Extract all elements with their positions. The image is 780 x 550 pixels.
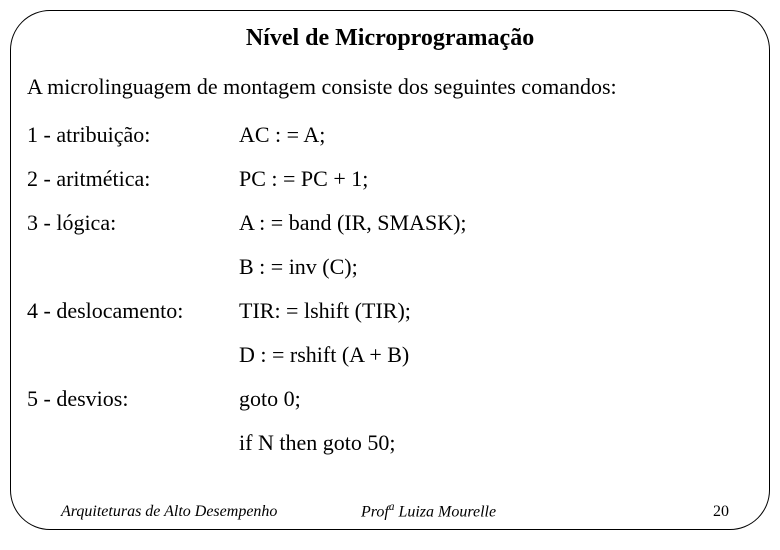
footer-mid-prefix: Prof <box>361 503 389 520</box>
footer-left: Arquiteturas de Alto Desempenho <box>55 503 283 521</box>
cmd-label: 1 - atribuição: <box>27 122 239 166</box>
table-row: 5 - desvios: goto 0; <box>27 386 747 430</box>
cmd-label: 5 - desvios: <box>27 386 239 430</box>
table-row: B : = inv (C); <box>27 254 747 298</box>
page-number: 20 <box>707 503 735 521</box>
cmd-value: B : = inv (C); <box>239 254 747 298</box>
cmd-value: A : = band (IR, SMASK); <box>239 210 747 254</box>
slide-frame: Nível de Microprogramação A microlinguag… <box>10 10 770 530</box>
table-row: if N then goto 50; <box>27 430 747 474</box>
cmd-label: 4 - deslocamento: <box>27 298 239 342</box>
cmd-value: D : = rshift (A + B) <box>239 342 747 386</box>
table-row: D : = rshift (A + B) <box>27 342 747 386</box>
table-row: 1 - atribuição: AC : = A; <box>27 122 747 166</box>
cmd-label <box>27 342 239 386</box>
cmd-label <box>27 430 239 474</box>
cmd-value: TIR: = lshift (TIR); <box>239 298 747 342</box>
cmd-value: goto 0; <box>239 386 747 430</box>
cmd-value: AC : = A; <box>239 122 747 166</box>
cmd-label: 2 - aritmética: <box>27 166 239 210</box>
cmd-value: if N then goto 50; <box>239 430 747 474</box>
footer-mid: Profa Luiza Mourelle <box>355 501 502 521</box>
slide-subtitle: A microlinguagem de montagem consiste do… <box>11 52 769 100</box>
commands-table: 1 - atribuição: AC : = A; 2 - aritmética… <box>27 122 747 474</box>
cmd-label <box>27 254 239 298</box>
slide-title: Nível de Microprogramação <box>11 11 769 52</box>
table-row: 2 - aritmética: PC : = PC + 1; <box>27 166 747 210</box>
table-row: 4 - deslocamento: TIR: = lshift (TIR); <box>27 298 747 342</box>
cmd-label: 3 - lógica: <box>27 210 239 254</box>
footer-mid-suffix: Luiza Mourelle <box>394 503 496 520</box>
cmd-value: PC : = PC + 1; <box>239 166 747 210</box>
table-row: 3 - lógica: A : = band (IR, SMASK); <box>27 210 747 254</box>
